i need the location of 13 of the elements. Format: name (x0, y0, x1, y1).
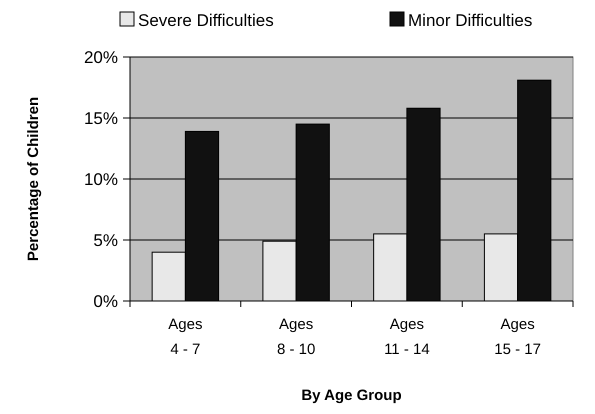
x-tick-label: Ages 4 - 7 (168, 316, 202, 358)
x-tick-label: Ages 11 - 14 (384, 316, 430, 358)
y-tick-label: 10% (84, 170, 118, 189)
x-axis-title: By Age Group (301, 387, 402, 404)
legend-label: Minor Difficulties (408, 10, 532, 30)
legend-label: Severe Difficulties (138, 10, 274, 30)
x-tick-label: Ages 8 - 10 (276, 316, 316, 358)
y-tick-label: 20% (84, 48, 118, 67)
y-axis-title: Percentage of Children (25, 96, 42, 262)
x-tick-label: Ages 15 - 17 (494, 316, 541, 358)
y-tick-label: 0% (93, 292, 118, 311)
y-tick-label: 5% (93, 230, 118, 250)
y-tick-label: 15% (84, 108, 118, 128)
